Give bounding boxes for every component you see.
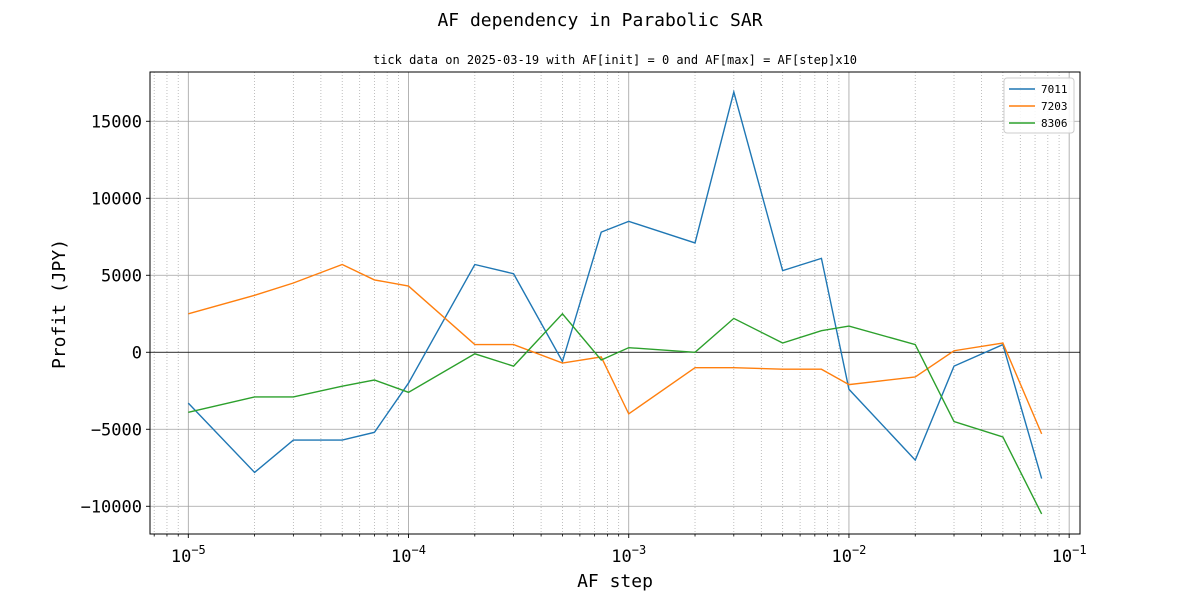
y-tick-label: 0 xyxy=(132,343,142,363)
series-line-7011 xyxy=(187,89,1043,479)
x-tick-label: 10−2 xyxy=(831,543,866,567)
series-line-7203 xyxy=(188,263,1043,435)
chart-subtitle: tick data on 2025-03-19 with AF[init] = … xyxy=(373,53,857,67)
y-tick-label: 15000 xyxy=(91,112,142,132)
legend: 7011 7203 8306 xyxy=(1003,77,1075,134)
x-tick-label: 10−4 xyxy=(391,543,426,567)
minor-gridlines xyxy=(153,72,1060,534)
y-axis-label: Profit (JPY) xyxy=(49,239,70,369)
series-line-8306 xyxy=(188,312,1043,515)
plot-frame xyxy=(149,71,1081,535)
y-tick-label: −5000 xyxy=(91,420,142,440)
legend-box xyxy=(1003,77,1075,134)
legend-label-7203: 7203 xyxy=(1041,100,1068,113)
major-gridlines xyxy=(150,72,1080,534)
y-axis-ticks: 15000 10000 5000 0 −5000 −10000 xyxy=(81,112,150,517)
x-tick-label: 10−3 xyxy=(611,543,646,567)
legend-label-8306: 8306 xyxy=(1041,117,1068,130)
legend-label-7011: 7011 xyxy=(1041,83,1068,96)
x-axis-ticks: 10−5 10−4 10−3 10−2 10−1 xyxy=(153,534,1087,567)
y-tick-label: −10000 xyxy=(81,497,142,517)
series-lines xyxy=(187,89,1043,515)
y-tick-label: 10000 xyxy=(91,189,142,209)
x-axis-label: AF step xyxy=(577,571,653,592)
y-tick-label: 5000 xyxy=(101,266,142,286)
chart-title: AF dependency in Parabolic SAR xyxy=(437,10,762,31)
x-tick-label: 10−1 xyxy=(1052,543,1087,567)
x-tick-label: 10−5 xyxy=(171,543,206,567)
